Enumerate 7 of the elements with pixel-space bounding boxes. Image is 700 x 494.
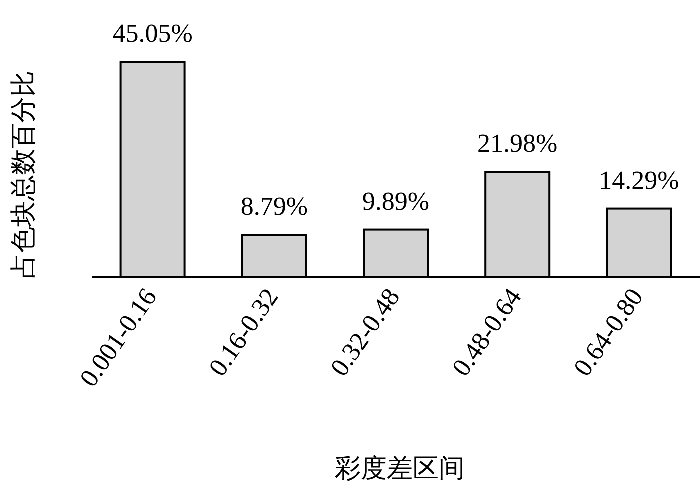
data-label: 8.79% [240, 192, 308, 222]
data-label: 14.29% [599, 166, 680, 195]
y-axis-title: 占色块总数百分比 [9, 71, 38, 279]
x-axis-title: 彩度差区间 [335, 454, 465, 483]
data-label: 21.98% [478, 129, 558, 158]
data-label: 45.05% [112, 19, 193, 48]
data-label: 9.89% [362, 186, 430, 216]
